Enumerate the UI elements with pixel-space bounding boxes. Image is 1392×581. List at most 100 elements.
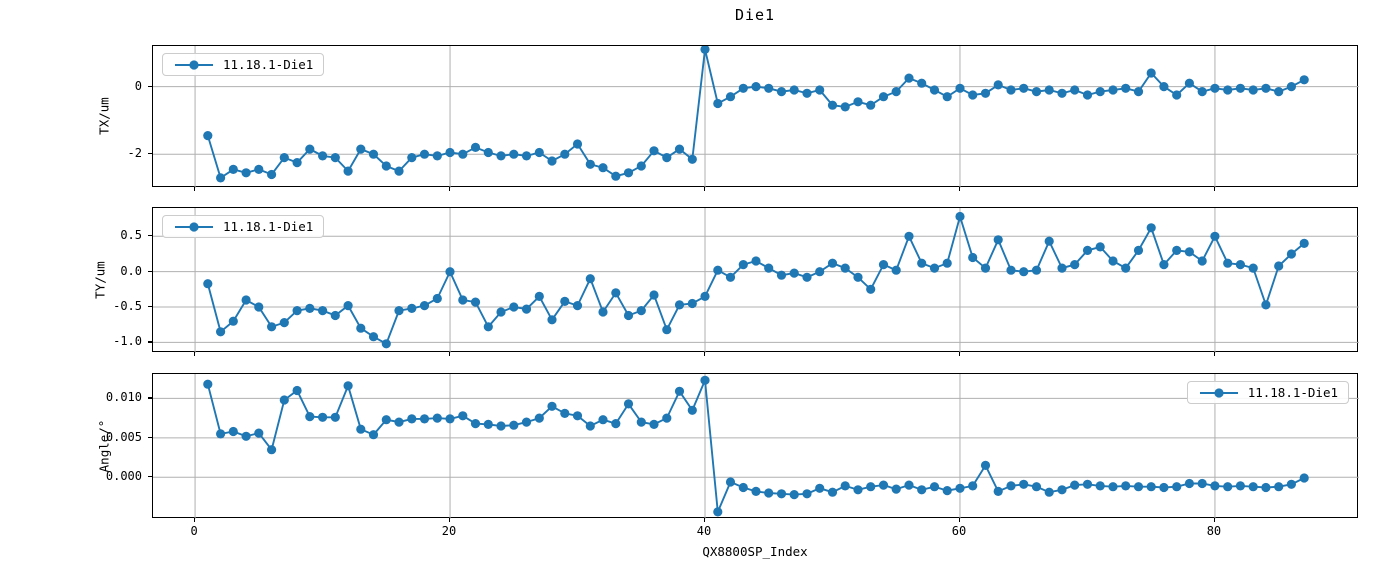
data-point-marker: [572, 411, 583, 421]
data-point-marker: [1299, 473, 1309, 483]
data-point-marker: [470, 419, 481, 429]
y-tick-label: 0: [134, 78, 142, 93]
data-point-marker: [368, 149, 379, 159]
y-tick-mark: [148, 153, 152, 155]
data-point-marker: [674, 144, 685, 154]
data-point-marker: [228, 426, 238, 437]
data-point-marker: [764, 263, 774, 273]
legend: 11.18.1-Die1: [162, 53, 325, 76]
data-point-marker: [993, 235, 1003, 245]
data-point-marker: [470, 142, 481, 152]
data-point-marker: [853, 272, 863, 282]
data-point-marker: [407, 153, 417, 163]
data-point-marker: [789, 490, 799, 500]
data-point-marker: [1274, 261, 1284, 271]
data-point-marker: [1082, 479, 1093, 489]
data-point-marker: [1057, 485, 1067, 495]
data-point-marker: [674, 300, 685, 310]
data-point-marker: [1235, 83, 1245, 93]
x-tick-mark: [958, 187, 961, 191]
data-point-marker: [509, 149, 519, 159]
data-point-marker: [929, 85, 940, 95]
data-point-marker: [955, 483, 965, 493]
data-point-marker: [585, 421, 595, 431]
data-point-marker: [547, 156, 557, 166]
data-point-marker: [1133, 245, 1144, 255]
data-point-marker: [343, 166, 353, 176]
data-point-marker: [866, 100, 876, 110]
data-point-marker: [725, 272, 736, 282]
x-tick-label: 20: [441, 524, 457, 538]
data-point-marker: [1223, 482, 1233, 492]
data-point-marker: [955, 211, 965, 222]
data-point-marker: [751, 82, 761, 92]
data-point-marker: [381, 339, 391, 349]
data-point-marker: [891, 87, 901, 97]
data-point-marker: [1019, 479, 1029, 489]
data-point-marker: [1159, 260, 1169, 270]
data-point-marker: [585, 274, 595, 284]
data-point-marker: [815, 483, 825, 493]
x-tick-mark: [449, 518, 451, 522]
data-point-marker: [496, 421, 506, 431]
data-point-marker: [572, 139, 583, 149]
data-point-marker: [330, 310, 340, 321]
data-point-marker: [674, 386, 685, 396]
data-point-marker: [929, 482, 940, 492]
data-point-marker: [1044, 236, 1054, 246]
data-point-marker: [1019, 267, 1029, 277]
data-point-marker: [776, 87, 787, 97]
data-point-marker: [713, 98, 723, 109]
data-point-marker: [827, 258, 838, 268]
data-point-marker: [1031, 265, 1042, 275]
data-point-marker: [432, 413, 442, 423]
data-point-marker: [968, 481, 978, 491]
data-point-marker: [598, 307, 608, 317]
data-point-marker: [203, 379, 213, 389]
plot-svg: [153, 374, 1359, 519]
data-point-marker: [407, 303, 417, 313]
data-point-marker: [1159, 482, 1169, 493]
data-point-marker: [1057, 88, 1067, 98]
data-point-marker: [942, 486, 952, 496]
data-point-marker: [649, 290, 659, 300]
data-point-marker: [598, 163, 608, 173]
data-point-marker: [1121, 83, 1131, 93]
data-point-marker: [917, 485, 927, 495]
data-point-marker: [330, 153, 340, 163]
data-point-marker: [356, 144, 366, 154]
data-point-marker: [343, 381, 353, 391]
x-tick-mark: [958, 352, 961, 356]
legend-label: 11.18.1-Die1: [1247, 385, 1338, 400]
data-point-marker: [292, 385, 302, 396]
data-point-marker: [1133, 482, 1144, 492]
x-tick-mark: [1213, 352, 1216, 356]
y-tick-mark: [148, 341, 152, 343]
data-point-marker: [267, 169, 277, 180]
x-tick-mark: [1213, 518, 1216, 522]
data-point-marker: [815, 85, 825, 95]
data-point-marker: [483, 322, 493, 332]
data-point-marker: [1235, 260, 1245, 270]
data-point-marker: [1070, 85, 1080, 95]
data-point-marker: [700, 291, 710, 301]
data-point-marker: [636, 161, 646, 171]
data-point-marker: [432, 293, 442, 304]
data-point-marker: [1108, 256, 1118, 266]
data-point-marker: [636, 417, 646, 427]
data-point-marker: [572, 301, 583, 311]
data-point-marker: [1082, 245, 1093, 255]
data-point-marker: [356, 424, 366, 434]
data-point-marker: [929, 263, 940, 273]
data-point-marker: [254, 428, 264, 438]
legend: 11.18.1-Die1: [162, 215, 325, 238]
plot-area-ty-um: [152, 207, 1359, 353]
data-point-marker: [1044, 487, 1054, 497]
y-tick-label: 0.5: [120, 228, 142, 243]
legend-marker-icon: [1199, 387, 1238, 398]
data-point-marker: [662, 153, 672, 163]
data-point-marker: [305, 303, 315, 313]
data-point-marker: [649, 146, 659, 156]
data-point-marker: [738, 260, 748, 270]
